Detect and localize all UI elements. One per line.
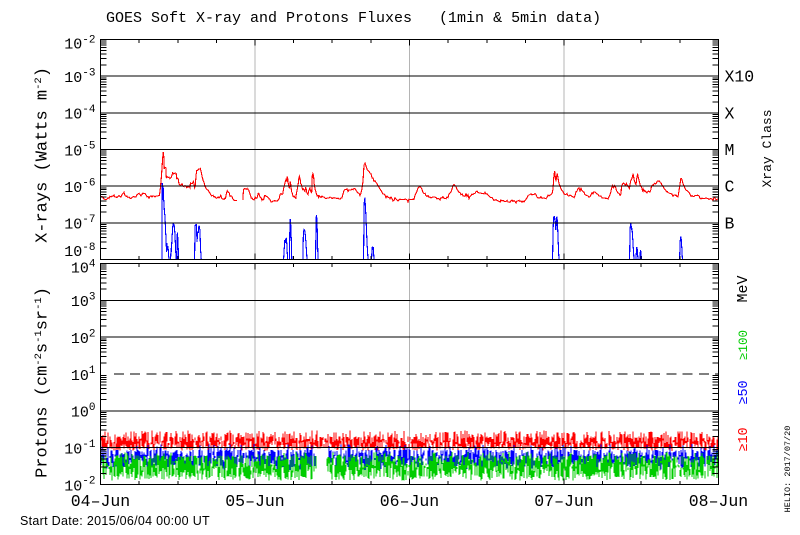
svg-text:10: 10: [64, 442, 82, 459]
svg-text:10: 10: [64, 180, 82, 197]
svg-text:-5: -5: [82, 141, 95, 153]
svg-text:HELIO: 2017/07/20: HELIO: 2017/07/20: [783, 426, 793, 513]
svg-text:-4: -4: [82, 104, 96, 116]
svg-text:X-rays (Watts m-2): X-rays (Watts m-2): [33, 67, 53, 243]
svg-text:07–Jun: 07–Jun: [534, 492, 593, 511]
svg-text:10: 10: [64, 143, 82, 160]
svg-text:05–Jun: 05–Jun: [225, 492, 284, 511]
svg-text:2: 2: [89, 328, 96, 340]
svg-text:10: 10: [64, 478, 82, 495]
svg-text:≥100: ≥100: [737, 330, 751, 360]
svg-text:-7: -7: [82, 214, 95, 226]
svg-text:C: C: [725, 178, 735, 197]
svg-text:B: B: [725, 214, 735, 233]
svg-text:4: 4: [89, 259, 96, 271]
svg-text:-8: -8: [82, 242, 95, 254]
svg-text:Start Date: 2015/06/04 00:00 U: Start Date: 2015/06/04 00:00 UT: [20, 514, 210, 528]
svg-text:M: M: [725, 141, 735, 160]
svg-text:10: 10: [64, 37, 82, 54]
svg-text:10: 10: [64, 217, 82, 234]
svg-text:≥10: ≥10: [737, 427, 752, 451]
svg-text:10: 10: [71, 368, 89, 385]
svg-text:-2: -2: [82, 35, 95, 47]
svg-text:MeV: MeV: [735, 275, 752, 302]
svg-text:≥50: ≥50: [737, 380, 752, 404]
svg-text:1: 1: [89, 365, 96, 377]
svg-text:0: 0: [89, 402, 96, 414]
svg-text:Xray Class: Xray Class: [760, 109, 775, 187]
svg-text:Protons (cm-2s-1sr-1): Protons (cm-2s-1sr-1): [33, 287, 53, 478]
svg-text:04–Jun: 04–Jun: [71, 492, 130, 511]
svg-text:06–Jun: 06–Jun: [380, 492, 439, 511]
svg-text:-3: -3: [82, 67, 95, 79]
svg-text:08–Jun: 08–Jun: [689, 492, 748, 511]
svg-text:X10: X10: [725, 68, 755, 87]
svg-text:-2: -2: [82, 476, 95, 488]
svg-text:10: 10: [64, 107, 82, 124]
svg-text:3: 3: [89, 292, 96, 304]
svg-text:10: 10: [71, 261, 89, 278]
svg-text:GOES Soft X-ray and Protons Fl: GOES Soft X-ray and Protons Fluxes (1min…: [106, 10, 601, 27]
svg-text:-6: -6: [82, 177, 95, 189]
svg-text:10: 10: [71, 405, 89, 422]
svg-text:X: X: [725, 104, 735, 123]
svg-text:10: 10: [71, 294, 89, 311]
svg-text:-1: -1: [82, 439, 96, 451]
svg-text:10: 10: [71, 331, 89, 348]
svg-text:10: 10: [64, 70, 82, 87]
svg-text:10: 10: [64, 244, 82, 261]
